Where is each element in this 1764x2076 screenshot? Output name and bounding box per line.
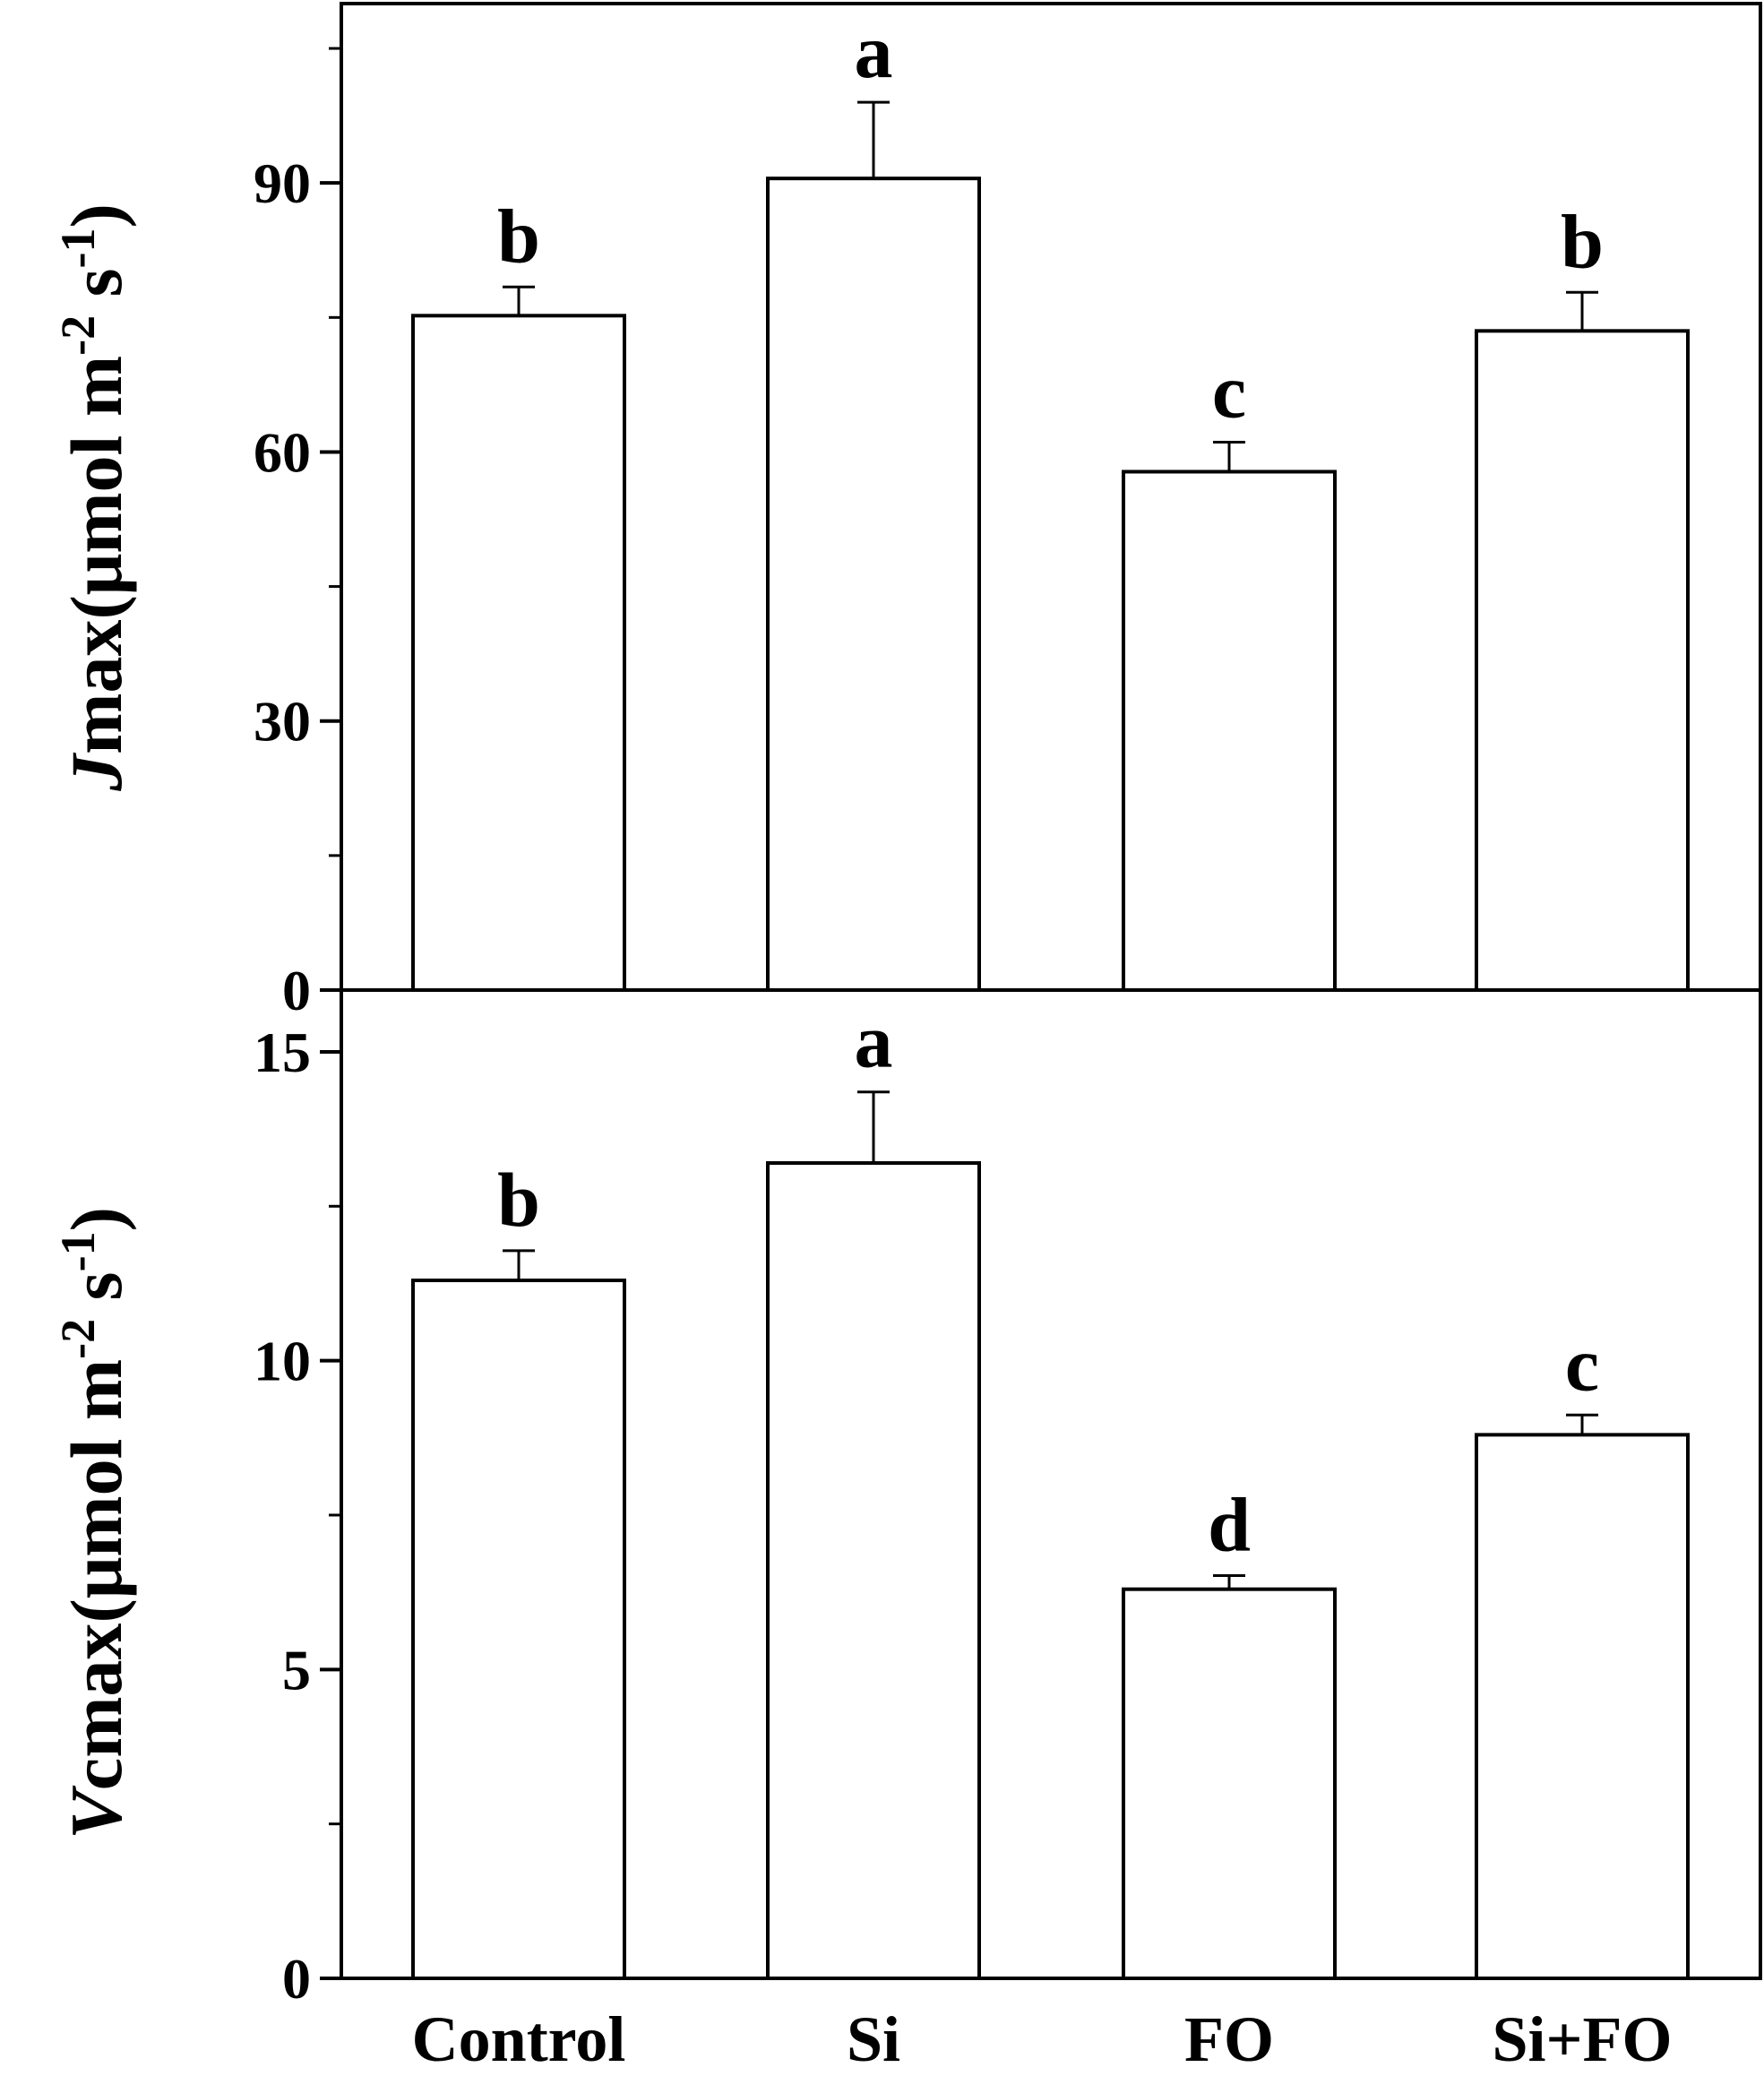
x-category-label: Control	[412, 2003, 626, 2072]
vcmax-y-axis-title: Vcmax(μmol m-2 s-1)	[51, 1207, 137, 1839]
vcmax-ylabel-italic: V	[56, 1785, 137, 1839]
vcmax-error-bars	[503, 1090, 1598, 1589]
jmax-ylabel-sup2: -1	[51, 228, 105, 268]
jmax-ylabel-rest: max(μmol m	[56, 356, 137, 754]
vcmax-ylabel-sup2: -1	[51, 1231, 105, 1271]
x-category-label: Si+FO	[1492, 2003, 1672, 2072]
jmax-error-bars	[503, 100, 1598, 472]
x-category-labels: Control Si FO Si+FO	[412, 2003, 1673, 2075]
x-category-label: FO	[1184, 2003, 1274, 2072]
vcmax-significance-letter: c	[1565, 1321, 1599, 1407]
jmax-significance-letter: c	[1212, 348, 1246, 434]
jmax-major-ticks	[320, 181, 341, 992]
jmax-ylabel-italic: J	[56, 752, 137, 792]
jmax-significance-labels: b a c b	[497, 8, 1604, 434]
jmax-bar-si	[766, 177, 981, 993]
vcmax-y-tick-label: 5	[282, 1638, 311, 1701]
jmax-y-tick-label: 30	[254, 690, 311, 754]
jmax-bar-si-fo	[1475, 329, 1690, 992]
vcmax-ylabel-rest: cmax(μmol m	[56, 1359, 137, 1790]
vcmax-y-tick-label: 10	[254, 1330, 311, 1393]
jmax-bar-fo	[1122, 469, 1337, 992]
jmax-y-axis-title: Jmax(μmol m-2 s-1)	[51, 203, 137, 792]
vcmax-significance-labels: b a d c	[497, 998, 1599, 1568]
jmax-ylabel-sup1: -2	[51, 315, 105, 356]
jmax-bars	[411, 177, 1690, 993]
jmax-y-tick-label: 90	[254, 151, 311, 215]
jmax-y-tick-label: 60	[254, 420, 311, 484]
vcmax-significance-letter: a	[855, 998, 893, 1084]
vcmax-plot-frame	[340, 988, 1762, 1980]
vcmax-y-tick-label: 15	[254, 1021, 311, 1084]
vcmax-bar-control	[411, 1279, 626, 1980]
vcmax-bars	[411, 1161, 1690, 1980]
x-category-label: Si	[847, 2003, 900, 2072]
jmax-y-tick-label: 0	[282, 959, 311, 1022]
vcmax-bar-fo	[1122, 1587, 1337, 1980]
jmax-panel: b a c b 0 30 60 90 Jmax(μmol m-2 s-1)	[51, 2, 1762, 1022]
vcmax-significance-letter: b	[497, 1157, 540, 1243]
vcmax-bar-si-fo	[1475, 1433, 1690, 1980]
vcmax-major-ticks	[320, 1049, 341, 1980]
jmax-significance-letter: a	[855, 8, 893, 94]
jmax-significance-letter: b	[497, 193, 540, 279]
jmax-ylabel-mid: s	[56, 268, 137, 314]
jmax-y-tick-labels: 0 30 60 90	[254, 151, 311, 1022]
vcmax-y-tick-label: 0	[282, 1947, 311, 2011]
vcmax-ylabel-end: )	[56, 1207, 137, 1231]
vcmax-ylabel-mid: s	[56, 1271, 137, 1318]
vcmax-significance-letter: d	[1208, 1482, 1251, 1568]
jmax-bar-control	[411, 314, 626, 993]
vcmax-y-tick-labels: 0 5 10 15	[254, 1021, 311, 2011]
jmax-ylabel-end: )	[56, 203, 137, 228]
vcmax-panel: b a d c 0 5 10 15 Control Si FO Si+FO Vcmax(μmol …	[51, 988, 1762, 2075]
vcmax-ylabel-sup1: -2	[51, 1319, 105, 1359]
vcmax-bar-si	[766, 1161, 981, 1980]
jmax-significance-letter: b	[1561, 198, 1604, 284]
